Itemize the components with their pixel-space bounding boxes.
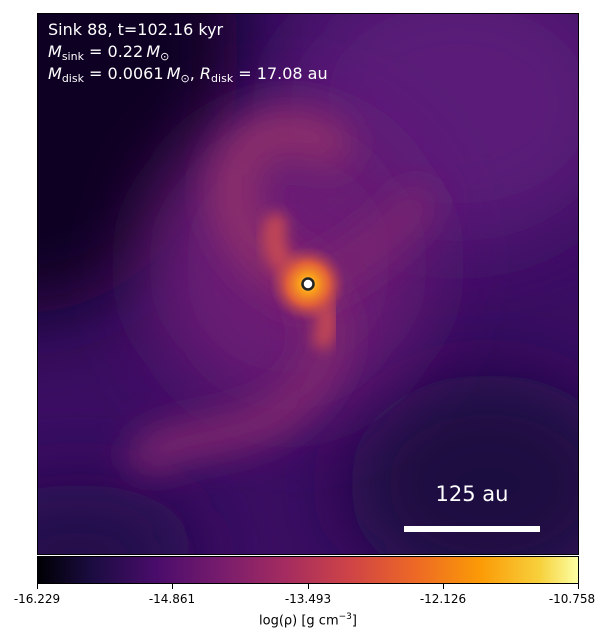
density-field-image [38, 14, 578, 554]
colorbar-tick-label: -12.126 [419, 592, 467, 606]
sink-mass-label: Msink = 0.22 M⊙ [48, 42, 170, 63]
sink-mass-value: = 0.22 [83, 42, 144, 61]
disk-mass-subscript: disk [61, 72, 84, 85]
colorbar-tick [578, 584, 579, 589]
colorbar [37, 556, 579, 584]
colorbar-title-suffix: ] [351, 613, 357, 629]
colorbar-tick [37, 584, 38, 589]
colorbar-tick [172, 584, 173, 589]
disk-mass-value: = 0.0061 [83, 64, 164, 83]
sun-symbol: ⊙ [160, 50, 170, 63]
scale-bar [404, 526, 540, 532]
colorbar-tick [308, 584, 309, 589]
colorbar-title-exponent: −3 [338, 612, 352, 622]
sink-mass-unit: M [146, 42, 161, 61]
colorbar-title: log(ρ) [g cm−3] [208, 612, 408, 628]
disk-radius-subscript: disk [211, 72, 234, 85]
scale-bar-label: 125 au [435, 482, 509, 506]
colorbar-tick-label: -10.758 [548, 592, 596, 606]
colorbar-tick-label: -13.493 [284, 592, 332, 606]
sink-id-time-text: Sink 88, t=102.16 kyr [48, 20, 224, 39]
colorbar-title-prefix: log(ρ) [g cm [259, 613, 339, 629]
disk-properties-label: Mdisk = 0.0061 M⊙, Rdisk = 17.08 au [48, 64, 328, 85]
sink-mass-subscript: sink [61, 50, 84, 63]
colorbar-tick [443, 584, 444, 589]
colorbar-tick-label: -14.861 [148, 592, 196, 606]
sink-marker [301, 277, 315, 291]
density-map: Sink 88, t=102.16 kyr Msink = 0.22 M⊙ Md… [37, 13, 579, 555]
colorbar-tick-label: -16.229 [13, 592, 61, 606]
sink-id-time-label: Sink 88, t=102.16 kyr [48, 20, 223, 40]
disk-radius-value: = 17.08 au [233, 64, 328, 83]
